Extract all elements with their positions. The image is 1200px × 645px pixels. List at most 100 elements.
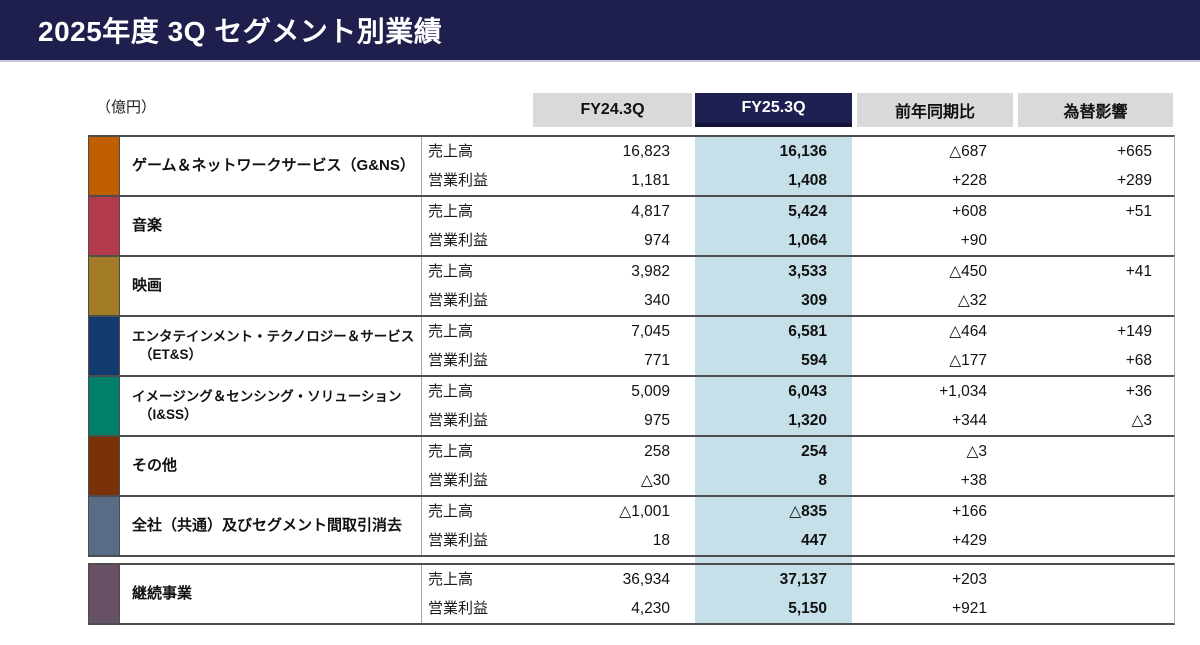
profit-row: 営業利益 △30 8 +38 — [422, 466, 1174, 495]
sales-fy25-value: 6,043 — [788, 383, 827, 400]
profit-fx-value: +289 — [1117, 172, 1152, 189]
segment-name: 映画 — [119, 257, 419, 315]
segment-name-line2: （I&SS） — [139, 407, 198, 422]
table-block-divider — [88, 555, 1175, 557]
segment-name-line1: 映画 — [132, 276, 163, 294]
sales-fy24-value: 4,817 — [631, 203, 670, 220]
segment-row-gns: ゲーム＆ネットワークサービス（G&NS） 売上高 16,823 16,136 △… — [88, 135, 1175, 195]
segment-name: 全社（共通）及びセグメント間取引消去 — [119, 497, 419, 555]
sales-row: 売上高 4,817 5,424 +608 +51 — [422, 197, 1174, 226]
sales-label: 売上高 — [428, 143, 474, 160]
column-header-fx: 為替影響 — [1018, 93, 1173, 127]
profit-fy24-value: 4,230 — [631, 600, 670, 617]
fy25-column-highlight — [695, 135, 852, 625]
profit-yoy-value: +921 — [952, 600, 987, 617]
unit-label: （億円） — [96, 99, 157, 116]
segment-color-bar — [89, 497, 119, 555]
profit-yoy-value: +344 — [952, 412, 987, 429]
segment-name-line2: （ET&S） — [139, 347, 203, 362]
profit-yoy-value: △177 — [949, 352, 987, 369]
profit-fy24-value: △30 — [640, 472, 670, 489]
sales-fy24-value: 258 — [644, 443, 670, 460]
segment-name-line1: その他 — [132, 456, 178, 474]
sales-label: 売上高 — [428, 263, 474, 280]
profit-fy25-value: 594 — [801, 352, 827, 369]
profit-fy24-value: 974 — [644, 232, 670, 249]
profit-yoy-value: +429 — [952, 532, 987, 549]
sales-fy25-value: 37,137 — [779, 571, 827, 588]
sales-row: 売上高 258 254 △3 — [422, 437, 1174, 466]
profit-fx-value: △3 — [1131, 412, 1152, 429]
profit-row: 営業利益 4,230 5,150 +921 — [422, 594, 1174, 623]
segment-color-bar — [89, 565, 119, 623]
profit-fy25-value: 1,408 — [788, 172, 827, 189]
segment-name: エンタテインメント・テクノロジー＆サービス （ET&S） — [119, 317, 419, 375]
segment-metrics: 売上高 △1,001 △835 +166 営業利益 18 447 +429 — [421, 497, 1174, 555]
sales-label: 売上高 — [428, 203, 474, 220]
sales-row: 売上高 7,045 6,581 △464 +149 — [422, 317, 1174, 346]
profit-label: 営業利益 — [428, 600, 489, 617]
segment-name: その他 — [119, 437, 419, 495]
sales-fy25-value: 5,424 — [788, 203, 827, 220]
segment-color-bar — [89, 377, 119, 435]
sales-yoy-value: +1,034 — [939, 383, 987, 400]
profit-fy24-value: 340 — [644, 292, 670, 309]
segment-row-pictures: 映画 売上高 3,982 3,533 △450 +41 営業利益 340 309… — [88, 255, 1175, 315]
segment-row-corporate: 全社（共通）及びセグメント間取引消去 売上高 △1,001 △835 +166 … — [88, 495, 1175, 555]
sales-row: 売上高 36,934 37,137 +203 — [422, 565, 1174, 594]
sales-fx-value: +36 — [1125, 383, 1152, 400]
segment-color-bar — [89, 197, 119, 255]
sales-label: 売上高 — [428, 503, 474, 520]
profit-fx-value: +68 — [1125, 352, 1152, 369]
segment-name-line1: 継続事業 — [132, 584, 193, 602]
sales-fy24-value: 7,045 — [631, 323, 670, 340]
column-header-yoy: 前年同期比 — [857, 93, 1013, 127]
segment-name: ゲーム＆ネットワークサービス（G&NS） — [119, 137, 419, 195]
sales-row: 売上高 5,009 6,043 +1,034 +36 — [422, 377, 1174, 406]
sales-fy24-value: 36,934 — [622, 571, 670, 588]
profit-fy24-value: 18 — [652, 532, 670, 549]
sales-fy25-value: △835 — [789, 503, 827, 520]
profit-row: 営業利益 1,181 1,408 +228 +289 — [422, 166, 1174, 195]
profit-label: 営業利益 — [428, 472, 489, 489]
profit-label: 営業利益 — [428, 412, 489, 429]
profit-fy24-value: 1,181 — [631, 172, 670, 189]
segment-metrics: 売上高 5,009 6,043 +1,034 +36 営業利益 975 1,32… — [421, 377, 1174, 435]
segment-metrics: 売上高 36,934 37,137 +203 営業利益 4,230 5,150 … — [421, 565, 1174, 623]
sales-fy24-value: 16,823 — [622, 143, 670, 160]
sales-label: 売上高 — [428, 323, 474, 340]
segment-metrics: 売上高 7,045 6,581 △464 +149 営業利益 771 594 △… — [421, 317, 1174, 375]
sales-fy25-value: 6,581 — [788, 323, 827, 340]
segment-color-bar — [89, 257, 119, 315]
sales-yoy-value: △450 — [949, 263, 987, 280]
sales-fy25-value: 16,136 — [779, 143, 827, 160]
segment-row-ets: エンタテインメント・テクノロジー＆サービス （ET&S） 売上高 7,045 6… — [88, 315, 1175, 375]
segment-color-bar — [89, 137, 119, 195]
sales-yoy-value: +203 — [952, 571, 987, 588]
profit-fy25-value: 447 — [801, 532, 827, 549]
sales-fy24-value: △1,001 — [619, 503, 670, 520]
segment-name-line1: エンタテインメント・テクノロジー＆サービス — [132, 328, 415, 344]
sales-fy24-value: 3,982 — [631, 263, 670, 280]
sales-row: 売上高 16,823 16,136 △687 +665 — [422, 137, 1174, 166]
sales-fx-value: +665 — [1117, 143, 1152, 160]
segment-row-iss: イメージング＆センシング・ソリューション （I&SS） 売上高 5,009 6,… — [88, 375, 1175, 435]
page-title: 2025年度 3Q セグメント別業績 — [38, 16, 443, 47]
profit-fy25-value: 1,064 — [788, 232, 827, 249]
profit-row: 営業利益 974 1,064 +90 — [422, 226, 1174, 255]
segment-metrics: 売上高 3,982 3,533 △450 +41 営業利益 340 309 △3… — [421, 257, 1174, 315]
profit-fy24-value: 975 — [644, 412, 670, 429]
profit-yoy-value: +228 — [952, 172, 987, 189]
sales-fx-value: +51 — [1125, 203, 1152, 220]
sales-fy25-value: 3,533 — [788, 263, 827, 280]
profit-yoy-value: △32 — [957, 292, 987, 309]
segment-name: 音楽 — [119, 197, 419, 255]
profit-fy25-value: 1,320 — [788, 412, 827, 429]
sales-yoy-value: +166 — [952, 503, 987, 520]
segment-name-line1: イメージング＆センシング・ソリューション — [132, 388, 402, 404]
sales-fx-value: +41 — [1125, 263, 1152, 280]
sales-label: 売上高 — [428, 443, 474, 460]
sales-label: 売上高 — [428, 383, 474, 400]
segment-color-bar — [89, 437, 119, 495]
